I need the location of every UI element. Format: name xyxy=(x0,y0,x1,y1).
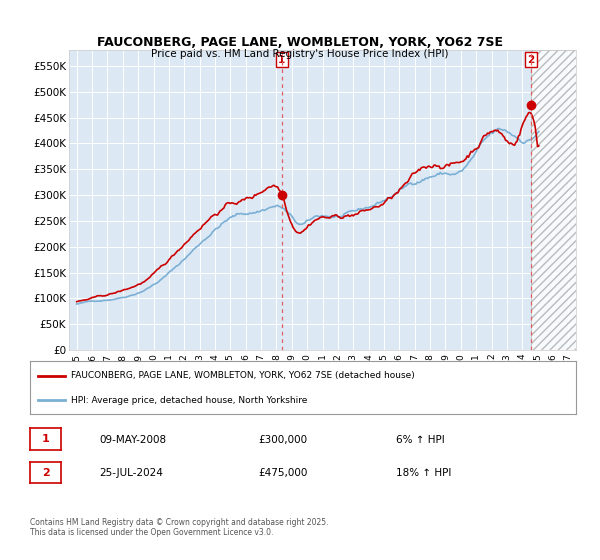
Text: 2: 2 xyxy=(42,468,49,478)
Text: £300,000: £300,000 xyxy=(258,435,307,445)
Text: 2: 2 xyxy=(527,55,535,65)
Text: 1: 1 xyxy=(42,434,49,444)
Text: 6% ↑ HPI: 6% ↑ HPI xyxy=(396,435,445,445)
Text: Price paid vs. HM Land Registry's House Price Index (HPI): Price paid vs. HM Land Registry's House … xyxy=(151,49,449,59)
Text: HPI: Average price, detached house, North Yorkshire: HPI: Average price, detached house, Nort… xyxy=(71,395,307,404)
Text: 18% ↑ HPI: 18% ↑ HPI xyxy=(396,468,451,478)
Text: 25-JUL-2024: 25-JUL-2024 xyxy=(99,468,163,478)
Text: 1: 1 xyxy=(278,55,286,65)
Bar xyxy=(531,50,576,350)
Text: FAUCONBERG, PAGE LANE, WOMBLETON, YORK, YO62 7SE: FAUCONBERG, PAGE LANE, WOMBLETON, YORK, … xyxy=(97,36,503,49)
Text: £475,000: £475,000 xyxy=(258,468,307,478)
Text: Contains HM Land Registry data © Crown copyright and database right 2025.
This d: Contains HM Land Registry data © Crown c… xyxy=(30,518,329,538)
Text: 09-MAY-2008: 09-MAY-2008 xyxy=(99,435,166,445)
Text: FAUCONBERG, PAGE LANE, WOMBLETON, YORK, YO62 7SE (detached house): FAUCONBERG, PAGE LANE, WOMBLETON, YORK, … xyxy=(71,371,415,380)
